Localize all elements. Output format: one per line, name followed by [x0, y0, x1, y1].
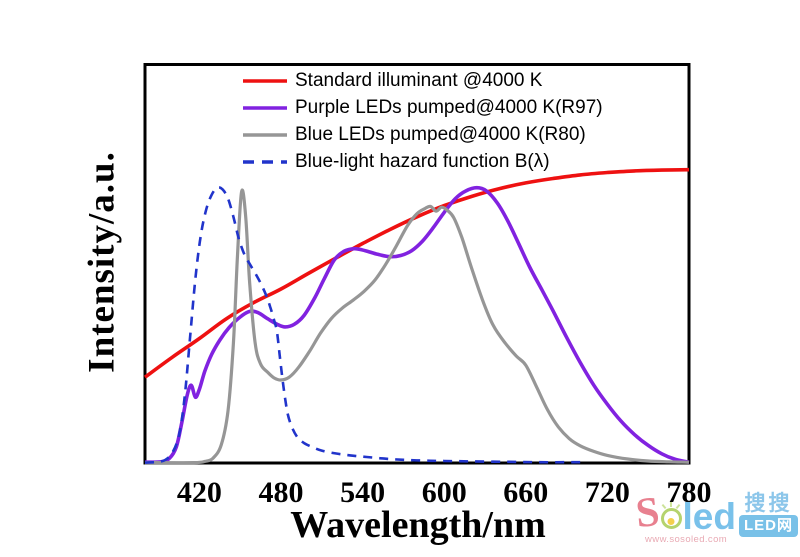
bulb-ray-icon — [669, 502, 672, 507]
watermark-wordmark: S led — [633, 489, 736, 538]
legend-label: Standard illuminant @4000 K — [295, 70, 543, 91]
x-tick-label-480: 480 — [258, 476, 304, 509]
legend-line-swatch — [243, 132, 287, 137]
watermark-led-badge: LED网 — [738, 515, 798, 538]
series-curve-purple-leds-pumped-4000-k-r97 — [144, 185, 690, 465]
x-tick-label-540: 540 — [340, 476, 386, 509]
watermark-brand: S led www.sosoled.com — [633, 489, 736, 545]
series-curve-blue-leds-pumped-4000-k-r80 — [144, 188, 690, 465]
x-tick-label-660: 660 — [503, 476, 549, 509]
bulb-o-icon — [660, 502, 682, 529]
x-tick-label-420: 420 — [176, 476, 222, 509]
bulb-filament-dot — [667, 518, 675, 525]
legend-item-standard-illuminant-4000-k: Standard illuminant @4000 K — [242, 67, 603, 94]
watermark-sosoled: S led www.sosoled.com 搜搜 LED网 — [633, 489, 798, 545]
y-axis-title: Intensity/a.u. — [81, 151, 123, 373]
watermark-cjk-text: 搜搜 — [744, 492, 793, 515]
curves-group — [143, 167, 690, 465]
legend-item-blue-leds-pumped-4000-k-r80: Blue LEDs pumped@4000 K(R80) — [242, 121, 603, 148]
x-axis-title: Wavelength/nm — [290, 504, 546, 546]
legend-label: Blue LEDs pumped@4000 K(R80) — [295, 124, 586, 145]
watermark-led-text: led — [682, 496, 736, 538]
series-curve-standard-illuminant-4000-k — [143, 167, 690, 379]
watermark-cjk-block: 搜搜 LED网 — [738, 492, 798, 538]
watermark-url: www.sosoled.com — [645, 534, 728, 545]
x-tick-label-780: 780 — [666, 476, 712, 509]
legend-line-swatch — [243, 159, 287, 164]
legend-line-swatch — [243, 105, 287, 110]
bulb-ray-icon — [661, 503, 666, 510]
x-tick-label-600: 600 — [421, 476, 467, 509]
series-curve-blue-light-hazard-function-b — [144, 186, 581, 464]
x-tick-label-720: 720 — [584, 476, 630, 509]
legend: Standard illuminant @4000 K Purple LEDs p… — [242, 67, 603, 175]
watermark-letter-s: S — [633, 489, 662, 538]
legend-item-blue-light-hazard-function-b: Blue-light hazard function B(λ) — [242, 148, 603, 175]
legend-item-purple-leds-pumped-4000-k-r97: Purple LEDs pumped@4000 K(R97) — [242, 94, 603, 121]
legend-label: Purple LEDs pumped@4000 K(R97) — [295, 97, 603, 118]
bulb-ray-icon — [675, 503, 680, 510]
plot-frame — [143, 63, 691, 465]
legend-label: Blue-light hazard function B(λ) — [295, 151, 550, 172]
legend-line-swatch — [243, 78, 287, 83]
